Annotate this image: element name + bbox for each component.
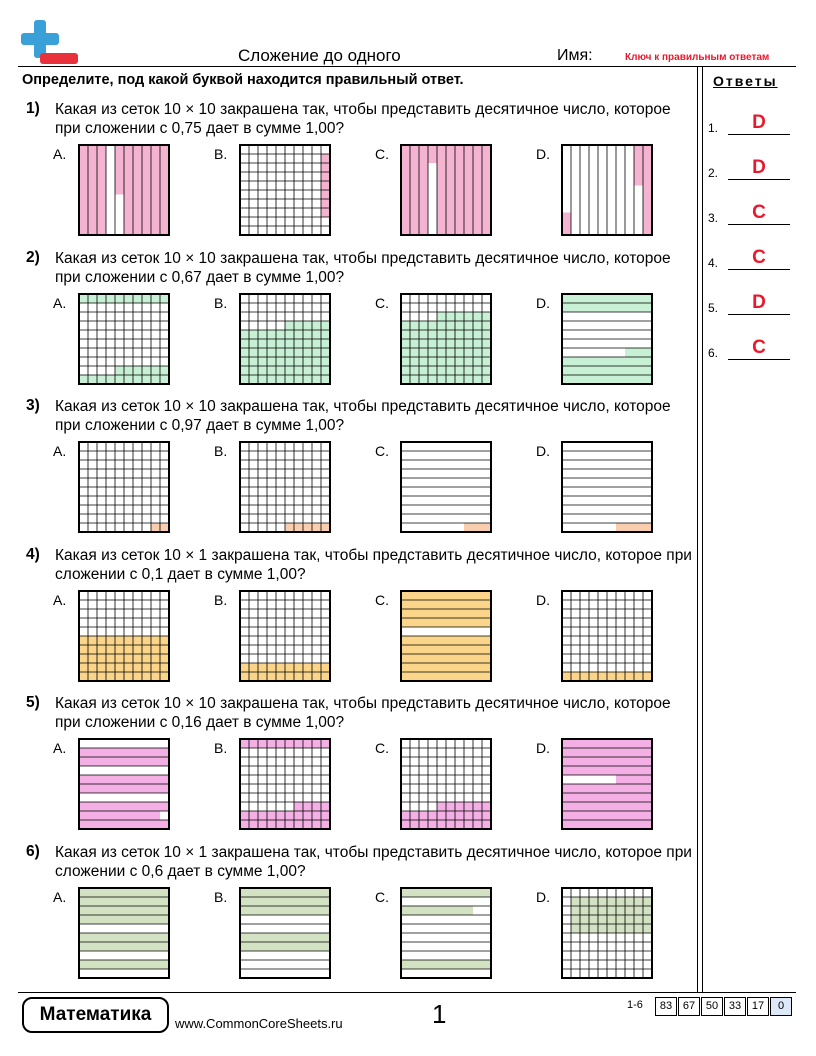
option-label: A.: [53, 146, 67, 162]
grid: [561, 144, 653, 236]
grid: [239, 886, 331, 979]
question-text: Какая из сеток 10 × 1 закрашена так, что…: [55, 843, 692, 880]
answer-letter: C: [728, 247, 790, 270]
grid: [78, 589, 170, 682]
answer-number: 3.: [708, 211, 719, 225]
question-number: 5): [26, 694, 40, 711]
instruction: Определите, под какой буквой находится п…: [22, 72, 464, 88]
grid: [400, 738, 492, 830]
question-text: Какая из сеток 10 × 10 закрашена так, чт…: [55, 695, 671, 731]
option-label: A.: [53, 888, 67, 905]
grid: [78, 441, 170, 533]
grid: [239, 738, 331, 830]
grid: [239, 144, 331, 236]
option-label: C.: [375, 591, 389, 608]
score: 33: [724, 997, 746, 1016]
divider: [702, 66, 703, 992]
question-text: Какая из сеток 10 × 10 закрашена так, чт…: [55, 101, 671, 137]
score: 0: [770, 997, 792, 1016]
score: 50: [701, 997, 723, 1016]
answer-letter: C: [728, 202, 790, 225]
score: 67: [678, 997, 700, 1016]
title: Сложение до одного: [238, 46, 401, 65]
grid: [561, 441, 653, 533]
question-number: 1): [26, 100, 40, 117]
grid: [561, 292, 653, 385]
question-text: Какая из сеток 10 × 10 закрашена так, чт…: [55, 398, 671, 434]
score: 83: [655, 997, 677, 1016]
grid: [78, 292, 170, 385]
question-text: Какая из сеток 10 × 1 закрашена так, что…: [55, 546, 692, 583]
name-label: Имя:: [557, 47, 593, 64]
option-label: D.: [536, 888, 550, 905]
question-number: 6): [26, 842, 40, 860]
option-label: A.: [53, 740, 67, 756]
option-label: A.: [53, 443, 67, 459]
grid: [561, 589, 653, 682]
answer-number: 4.: [708, 256, 719, 270]
answer-number: 5.: [708, 301, 719, 315]
grid: [239, 292, 331, 385]
page-number: 1: [432, 999, 447, 1029]
question-number: 3): [26, 397, 40, 414]
option-label: D.: [536, 740, 550, 756]
answers-title: Ответы: [713, 73, 778, 89]
grid: [400, 441, 492, 533]
grid: [78, 144, 170, 236]
question-text: Какая из сеток 10 × 10 закрашена так, чт…: [55, 249, 671, 286]
option-label: B.: [214, 591, 228, 608]
option-label: A.: [53, 591, 67, 608]
answer-letter: D: [728, 292, 790, 315]
grid: [239, 441, 331, 533]
score: 17: [747, 997, 769, 1016]
grid: [400, 886, 492, 979]
option-label: C.: [375, 443, 389, 459]
option-label: C.: [375, 888, 389, 905]
answer-key: Ключ к правильным ответам: [625, 52, 770, 63]
option-label: D.: [536, 591, 550, 608]
grid: [400, 589, 492, 682]
answer-number: 1.: [708, 121, 719, 135]
option-label: D.: [536, 443, 550, 459]
logo: [21, 20, 78, 64]
url: www.CommonCoreSheets.ru: [175, 1016, 343, 1031]
footer-rule: [18, 992, 796, 993]
grid: [400, 144, 492, 236]
grid: [561, 738, 653, 830]
grid: [78, 886, 170, 979]
score-range: 1-6: [627, 999, 643, 1011]
answer-letter: C: [728, 337, 790, 360]
grid: [561, 886, 653, 979]
brand: Математика: [22, 997, 169, 1033]
option-label: C.: [375, 294, 389, 311]
grid: [400, 292, 492, 385]
option-label: B.: [214, 888, 228, 905]
grid: [239, 589, 331, 682]
question-number: 4): [26, 545, 40, 563]
answer-letter: D: [728, 112, 790, 135]
option-label: D.: [536, 294, 550, 311]
option-label: B.: [214, 443, 228, 459]
option-label: B.: [214, 146, 228, 162]
question-number: 2): [26, 248, 40, 266]
option-label: D.: [536, 146, 550, 162]
option-label: A.: [53, 294, 67, 311]
answer-letter: D: [728, 157, 790, 180]
answer-number: 6.: [708, 346, 719, 360]
option-label: C.: [375, 146, 389, 162]
option-label: B.: [214, 740, 228, 756]
option-label: C.: [375, 740, 389, 756]
option-label: B.: [214, 294, 228, 311]
grid: [78, 738, 170, 830]
answer-number: 2.: [708, 166, 719, 180]
divider: [697, 66, 698, 992]
header-rule: [18, 66, 796, 67]
